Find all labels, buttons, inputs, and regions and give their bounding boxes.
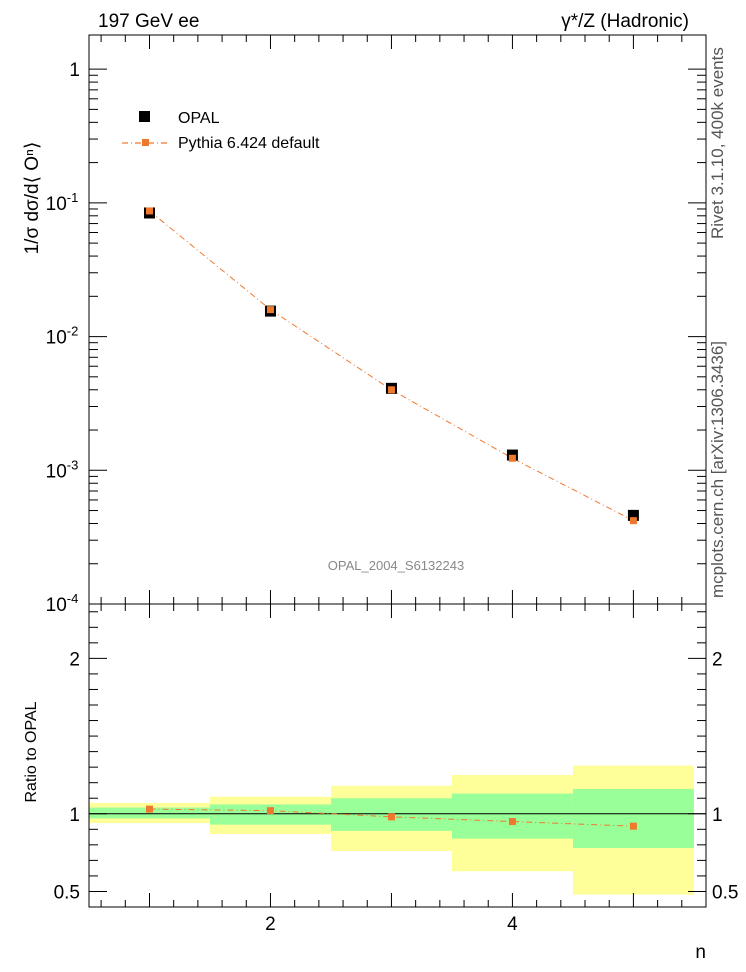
legend-marker-opal [139,111,150,122]
ratio-pythia-point [387,813,395,821]
stat-uncertainty-band [572,788,694,848]
ratio-y-tick-label-right: 0.5 [712,882,738,903]
ratio-bands [89,765,706,895]
ratio-pythia-point [508,818,516,826]
pythia-point [629,517,637,525]
rivet-label: Rivet 3.1.10, 400k events [708,47,727,239]
pythia-point [145,207,153,215]
pythia-point [387,386,395,394]
energy-label: 197 GeV ee [98,11,199,32]
ratio-axes: 0.5 0.5 1 1 2 2 2 4 [54,603,738,935]
legend-marker-pythia [142,139,149,146]
main-y-tick-label: 10-2 [46,324,79,349]
main-y-tick-label: 10-4 [46,591,79,616]
opal-point [627,509,639,521]
x-tick-label: 2 [265,914,276,935]
ratio-y-tick-label: 2 [69,649,80,670]
ratio-pythia-point [266,807,274,815]
pythia-point [508,454,516,462]
main-y-tick-label: 10-3 [46,457,79,482]
legend-label-opal: OPAL [178,110,220,127]
x-tick-label: 4 [507,914,518,935]
legend: OPAL Pythia 6.424 default [122,110,320,152]
ratio-pythia-line [149,808,634,827]
main-y-tick-label: 1 [69,60,80,81]
ratio-y-axis-title: Ratio to OPAL [23,701,40,802]
ratio-pythia-point [145,805,153,813]
main-series [143,207,639,525]
ratio-y-tick-label: 0.5 [54,882,80,903]
legend-label-pythia: Pythia 6.424 default [178,135,320,152]
main-y-axis-title: 1/σ dσ/d⟨ Oⁿ⟩ [22,142,43,255]
ratio-y-tick-label-right: 1 [712,805,723,826]
stat-uncertainty-band [451,793,573,839]
main-axes: 1 10-1 10-2 10-3 10-4 [46,34,707,616]
ratio-y-tick-label: 1 [69,805,80,826]
pythia-point [266,306,274,314]
ratio-pythia-point [629,822,637,830]
ratio-series [145,805,637,830]
ratio-y-tick-label-right: 2 [712,649,723,670]
ratio-frame [88,603,707,908]
x-axis-title: n [695,942,706,963]
stat-uncertainty-band [209,804,331,825]
stat-uncertainty-band [89,807,210,819]
analysis-label: OPAL_2004_S6132243 [328,558,464,573]
pythia-line [149,210,634,522]
process-label: γ*/Z (Hadronic) [561,11,689,32]
main-y-tick-label: 10-1 [46,190,79,215]
mcplots-label: mcplots.cern.ch [arXiv:1306.3436] [708,341,727,598]
